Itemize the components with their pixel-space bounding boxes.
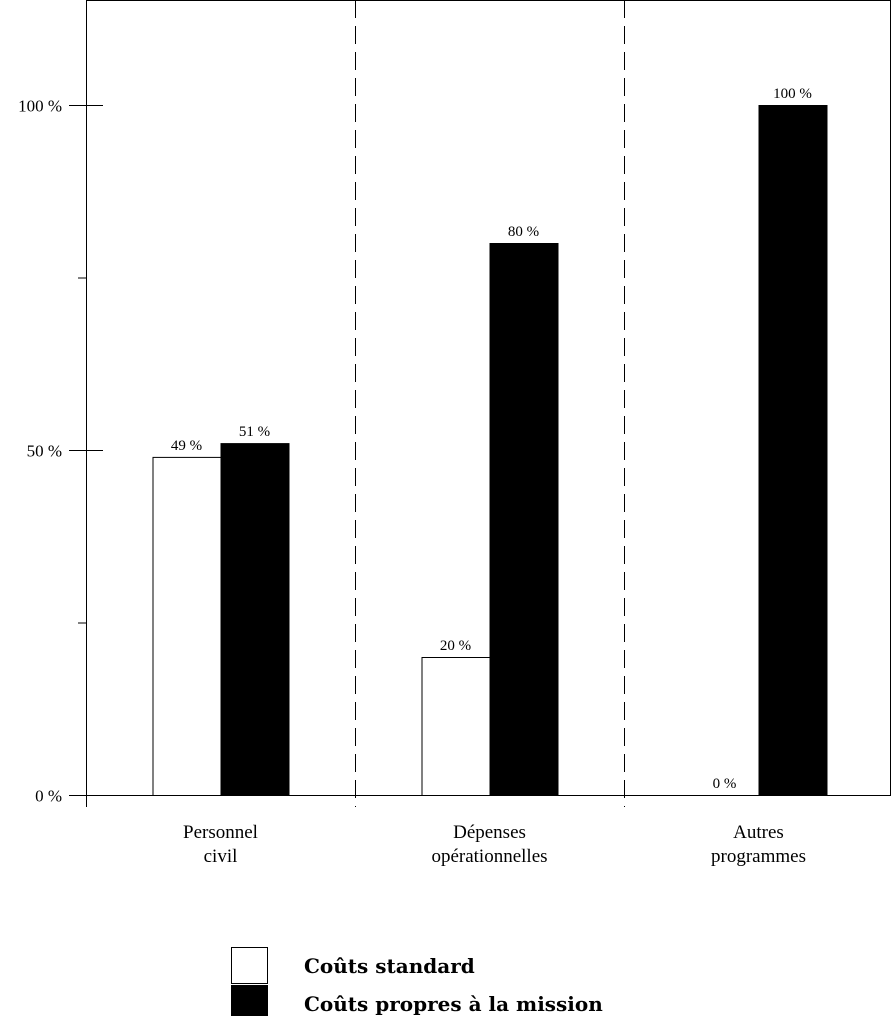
category-label: Dépenses (453, 822, 526, 843)
data-label: 100 % (773, 86, 812, 102)
category-label: Autres (733, 822, 784, 843)
data-label: 51 % (239, 424, 270, 440)
data-label: 20 % (440, 638, 471, 654)
data-label: 0 % (713, 776, 737, 792)
y-tick-label: 0 % (35, 787, 62, 806)
category-label: programmes (711, 846, 806, 867)
bar-standard-costs (152, 456, 222, 796)
legend-label: Coûts standard (304, 954, 475, 978)
data-labels: 49 % 51 % 20 % 80 % 0 % 100 % (171, 86, 812, 792)
legend-label: Coûts propres à la mission (304, 992, 603, 1016)
bars (152, 105, 828, 796)
legend-swatch (231, 947, 268, 984)
x-axis: Personnel civil Dépenses opérationnelles Aut… (183, 822, 806, 867)
legend: Coûts standard Coûts propres à la mission (231, 947, 603, 1016)
bar-mission-costs (758, 105, 828, 796)
category-label: opérationnelles (431, 846, 547, 867)
y-tick-label: 50 % (27, 442, 62, 461)
bar-standard-costs (421, 657, 491, 796)
y-tick-label: 100 % (18, 97, 62, 116)
legend-swatch (231, 985, 268, 1016)
data-label: 49 % (171, 438, 202, 454)
category-label: Personnel (183, 822, 258, 843)
category-label: civil (204, 846, 238, 867)
y-axis: 0 % 50 % 100 % (18, 97, 103, 806)
bar-mission-costs (489, 243, 559, 796)
data-label: 80 % (508, 224, 539, 240)
bar-mission-costs (220, 443, 290, 796)
